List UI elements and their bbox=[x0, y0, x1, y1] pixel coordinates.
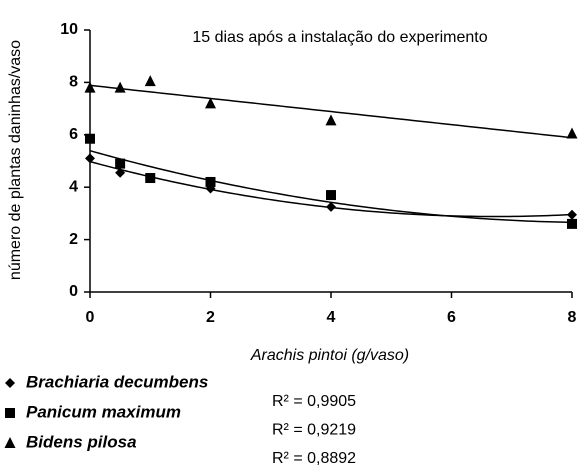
data-point bbox=[85, 153, 95, 164]
data-point bbox=[326, 190, 336, 201]
r-squared: R² = 0,9905 bbox=[272, 393, 356, 410]
chart-title: 15 dias após a instalação do experimento bbox=[192, 29, 487, 46]
y-axis-label: número de plantas daninhas/vaso bbox=[7, 40, 24, 280]
r-squared: R² = 0,9219 bbox=[272, 422, 356, 439]
y-tick-label: 0 bbox=[69, 283, 78, 300]
trend-line bbox=[89, 84, 573, 139]
y-tick-label: 4 bbox=[69, 178, 78, 195]
legend-label: Bidens pilosa bbox=[26, 432, 137, 451]
data-point bbox=[566, 127, 578, 139]
data-point bbox=[567, 209, 577, 220]
data-point bbox=[145, 173, 156, 184]
data-point bbox=[144, 75, 156, 87]
data-point bbox=[115, 167, 126, 178]
y-tick-label: 8 bbox=[69, 74, 78, 91]
x-tick-label: 4 bbox=[327, 309, 336, 326]
legend-marker bbox=[5, 378, 15, 388]
data-point bbox=[115, 158, 126, 169]
x-tick-label: 0 bbox=[86, 309, 95, 326]
data-point bbox=[205, 97, 216, 109]
x-tick-label: 6 bbox=[447, 309, 456, 326]
legend-label: Brachiaria decumbens bbox=[26, 372, 208, 391]
x-axis-label: Arachis pintoi (g/vaso) bbox=[250, 347, 409, 364]
y-tick-label: 2 bbox=[69, 231, 78, 248]
legend-marker bbox=[4, 437, 16, 448]
data-point bbox=[84, 81, 96, 93]
data-point bbox=[205, 176, 216, 187]
data-point bbox=[326, 201, 336, 212]
legend-marker bbox=[5, 408, 15, 418]
data-point bbox=[567, 218, 577, 229]
data-point bbox=[85, 133, 95, 144]
trend-line bbox=[89, 149, 573, 224]
r-squared: R² = 0,8892 bbox=[272, 450, 356, 467]
legend-label: Panicum maximum bbox=[26, 402, 181, 421]
x-tick-label: 2 bbox=[206, 309, 215, 326]
data-point bbox=[325, 114, 337, 126]
y-tick-label: 6 bbox=[69, 126, 78, 143]
y-tick-label: 10 bbox=[60, 21, 78, 38]
data-point bbox=[114, 81, 126, 93]
x-tick-label: 8 bbox=[568, 309, 577, 326]
